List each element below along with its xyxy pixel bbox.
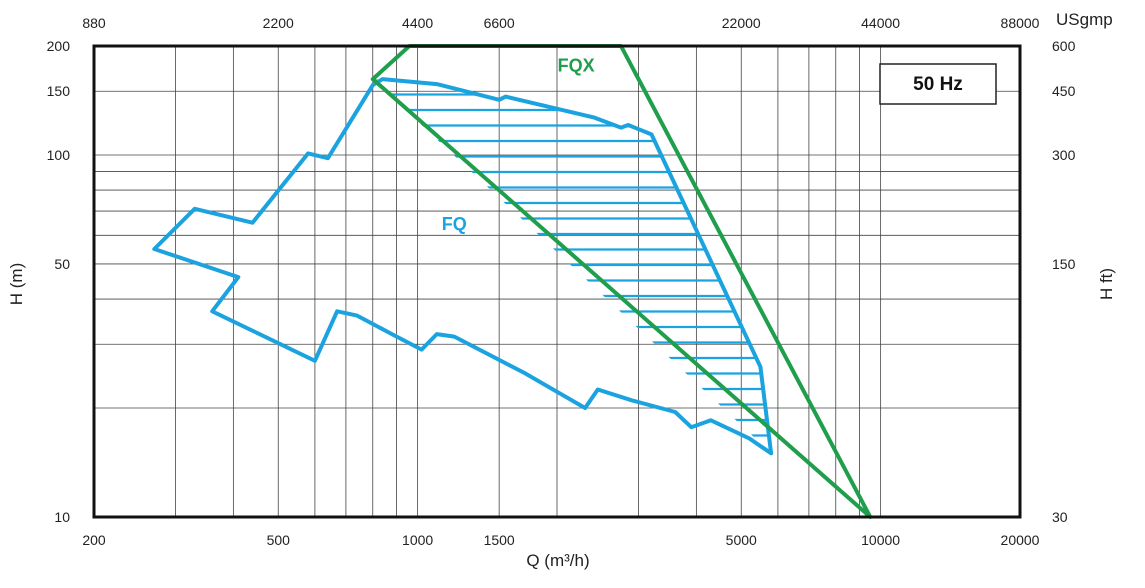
x2-tick-label: 88000 (1001, 15, 1040, 31)
x-axis-label: Q (m³/h) (526, 551, 589, 570)
series-layer (152, 44, 873, 519)
y-tick-label: 200 (47, 38, 71, 54)
y-tick-label: 150 (47, 83, 71, 99)
y-tick-label: 50 (54, 256, 70, 272)
y2-tick-label: 600 (1052, 38, 1076, 54)
tick-labels: 200 500 1000 1500 5000 10000 20000 880 2200 4400 6… (47, 15, 1076, 548)
series-line-fq (152, 77, 774, 456)
y2-axis-label: H ft) (1097, 268, 1116, 300)
frequency-badge-text: 50 Hz (913, 74, 963, 95)
y-axis-label: H (m) (7, 263, 26, 305)
x-tick-label: 5000 (726, 532, 757, 548)
series-label-fqx: FQX (558, 56, 595, 76)
x-tick-label: 1500 (484, 532, 515, 548)
series-label-fq: FQ (442, 214, 467, 234)
x-tick-label: 200 (82, 532, 106, 548)
plot-frame (92, 44, 1022, 519)
x2-tick-label: 44000 (861, 15, 900, 31)
y-tick-label: 10 (54, 509, 70, 525)
y-tick-label: 100 (47, 147, 71, 163)
x2-tick-label: 2200 (263, 15, 294, 31)
y2-tick-label: 150 (1052, 256, 1076, 272)
x2-axis-label: USgmp (1056, 10, 1113, 29)
x-tick-label: 10000 (861, 532, 900, 548)
x-tick-label: 20000 (1001, 532, 1040, 548)
x-tick-label: 1000 (402, 532, 433, 548)
y2-tick-label: 450 (1052, 83, 1076, 99)
x2-tick-label: 22000 (722, 15, 761, 31)
y2-tick-label: 30 (1052, 509, 1068, 525)
x2-tick-label: 880 (82, 15, 106, 31)
y2-tick-label: 300 (1052, 147, 1076, 163)
x2-tick-label: 6600 (484, 15, 515, 31)
x2-tick-label: 4400 (402, 15, 433, 31)
x-tick-label: 500 (267, 532, 291, 548)
frequency-badge: 50 Hz (879, 63, 997, 105)
